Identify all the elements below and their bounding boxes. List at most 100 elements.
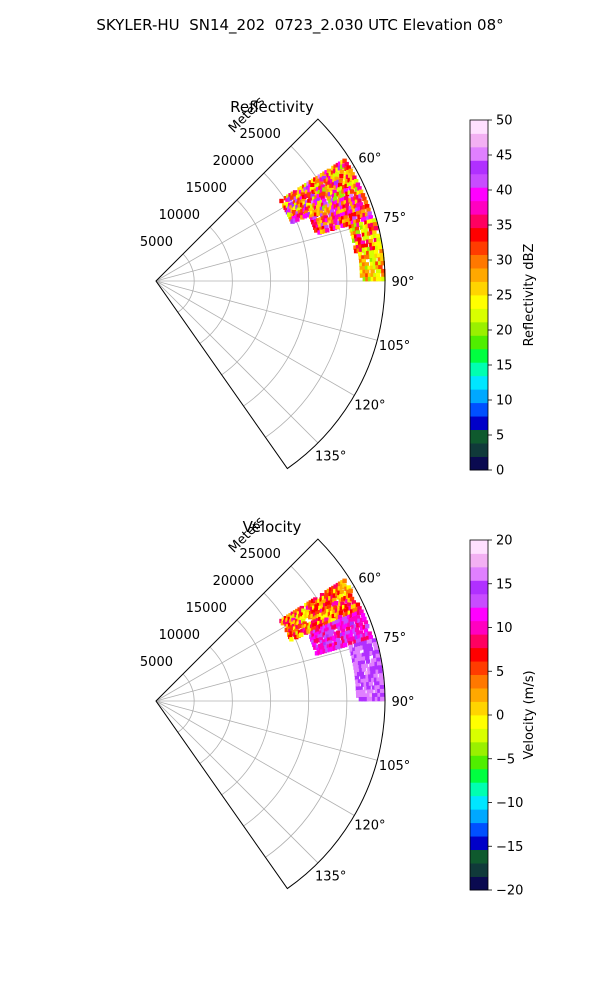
- echo-cell: [323, 635, 328, 640]
- echo-cell: [332, 201, 337, 206]
- echo-cell: [332, 225, 338, 231]
- colorbar-tick-label: 45: [496, 149, 513, 164]
- echo-cell: [339, 640, 344, 645]
- colorbar-swatch: [470, 187, 488, 202]
- echo-cell: [331, 212, 336, 217]
- echo-cell: [369, 693, 374, 698]
- echo-cell: [338, 622, 343, 627]
- echo-cell: [374, 241, 379, 247]
- echo-cell: [327, 600, 332, 605]
- echo-cell: [311, 616, 317, 621]
- angle-tick-label: 60°: [358, 152, 381, 167]
- echo-cell: [370, 222, 375, 228]
- echo-cell: [287, 626, 292, 631]
- echo-cell: [288, 208, 293, 214]
- echo-cell: [309, 210, 315, 216]
- echo-cell: [359, 633, 365, 639]
- echo-cell: [290, 207, 295, 212]
- echo-cell: [319, 597, 324, 602]
- colorbar-swatch: [470, 402, 488, 417]
- angle-tick-label: 60°: [358, 572, 381, 587]
- echo-cell: [292, 190, 298, 195]
- echo-cell: [371, 254, 377, 259]
- echo-cell: [369, 651, 374, 656]
- colorbar-swatch: [470, 822, 488, 837]
- echo-cell: [333, 197, 338, 202]
- echo-cell: [295, 195, 301, 200]
- echo-cell: [373, 673, 378, 679]
- echo-cell: [336, 179, 341, 185]
- colorbar-swatch: [470, 836, 488, 851]
- echo-cell: [319, 220, 325, 225]
- radial-tick-label: 5000: [140, 235, 173, 250]
- echo-cell: [290, 621, 295, 626]
- echo-cell: [306, 622, 311, 628]
- echo-cell: [339, 173, 344, 179]
- echo-cell: [352, 175, 357, 180]
- echo-cell: [322, 632, 327, 637]
- colorbar-swatch: [470, 335, 488, 350]
- echo-cell: [366, 693, 372, 698]
- echo-cell: [305, 609, 310, 615]
- echo-cell: [360, 660, 365, 665]
- echo-cell: [323, 621, 328, 626]
- echo-cell: [339, 589, 344, 594]
- echo-cell: [312, 612, 318, 617]
- echo-cell: [349, 228, 354, 233]
- echo-cell: [286, 194, 291, 199]
- echo-cell: [369, 662, 374, 668]
- echo-cell: [374, 649, 380, 655]
- grid-spoke: [155, 280, 355, 396]
- echo-cell: [331, 194, 336, 199]
- echo-cell: [359, 221, 364, 227]
- echo-cell: [356, 190, 361, 196]
- echo-cell: [332, 189, 337, 195]
- echo-cell: [330, 610, 335, 616]
- echo-cell: [365, 644, 370, 649]
- echo-cell: [336, 210, 341, 215]
- echo-cell: [361, 689, 366, 695]
- echo-cell: [335, 637, 341, 643]
- echo-cell: [317, 609, 322, 615]
- echo-cell: [338, 602, 343, 608]
- echo-cell: [365, 659, 371, 664]
- echo-cell: [355, 219, 361, 224]
- echo-cell: [364, 212, 370, 217]
- echo-cell: [373, 238, 379, 243]
- echo-cell: [299, 605, 304, 611]
- echo-cell: [363, 663, 369, 668]
- echo-cell: [355, 682, 360, 688]
- echo-cell: [319, 619, 324, 625]
- grid-spoke: [155, 280, 378, 341]
- echo-cell: [289, 619, 294, 624]
- echo-cell: [370, 276, 375, 282]
- echo-cell: [351, 180, 356, 185]
- echo-cell: [330, 190, 335, 196]
- echo-cell: [294, 192, 299, 198]
- echo-cell: [355, 650, 361, 655]
- echo-cell: [299, 212, 304, 217]
- echo-cell: [375, 269, 381, 274]
- echo-cell: [338, 209, 343, 215]
- echo-cell: [333, 584, 338, 589]
- echo-cell: [367, 631, 372, 636]
- echo-cell: [358, 689, 363, 695]
- echo-cell: [356, 668, 361, 673]
- echo-cell: [335, 225, 340, 230]
- echo-cell: [299, 185, 304, 191]
- echo-cell: [358, 622, 363, 627]
- echo-cell: [292, 218, 298, 223]
- echo-cell: [308, 195, 313, 200]
- colorbar-swatch: [470, 227, 488, 242]
- echo-cell: [355, 182, 361, 187]
- echo-cell: [352, 647, 357, 652]
- echo-cell: [288, 634, 293, 640]
- echo-cell: [313, 639, 318, 644]
- echo-cell: [376, 677, 381, 682]
- echo-cell: [320, 223, 326, 228]
- echo-cell: [298, 200, 304, 205]
- echo-cell: [350, 189, 355, 194]
- echo-cell: [321, 600, 326, 605]
- echo-cell: [363, 648, 368, 653]
- echo-cell: [289, 637, 294, 642]
